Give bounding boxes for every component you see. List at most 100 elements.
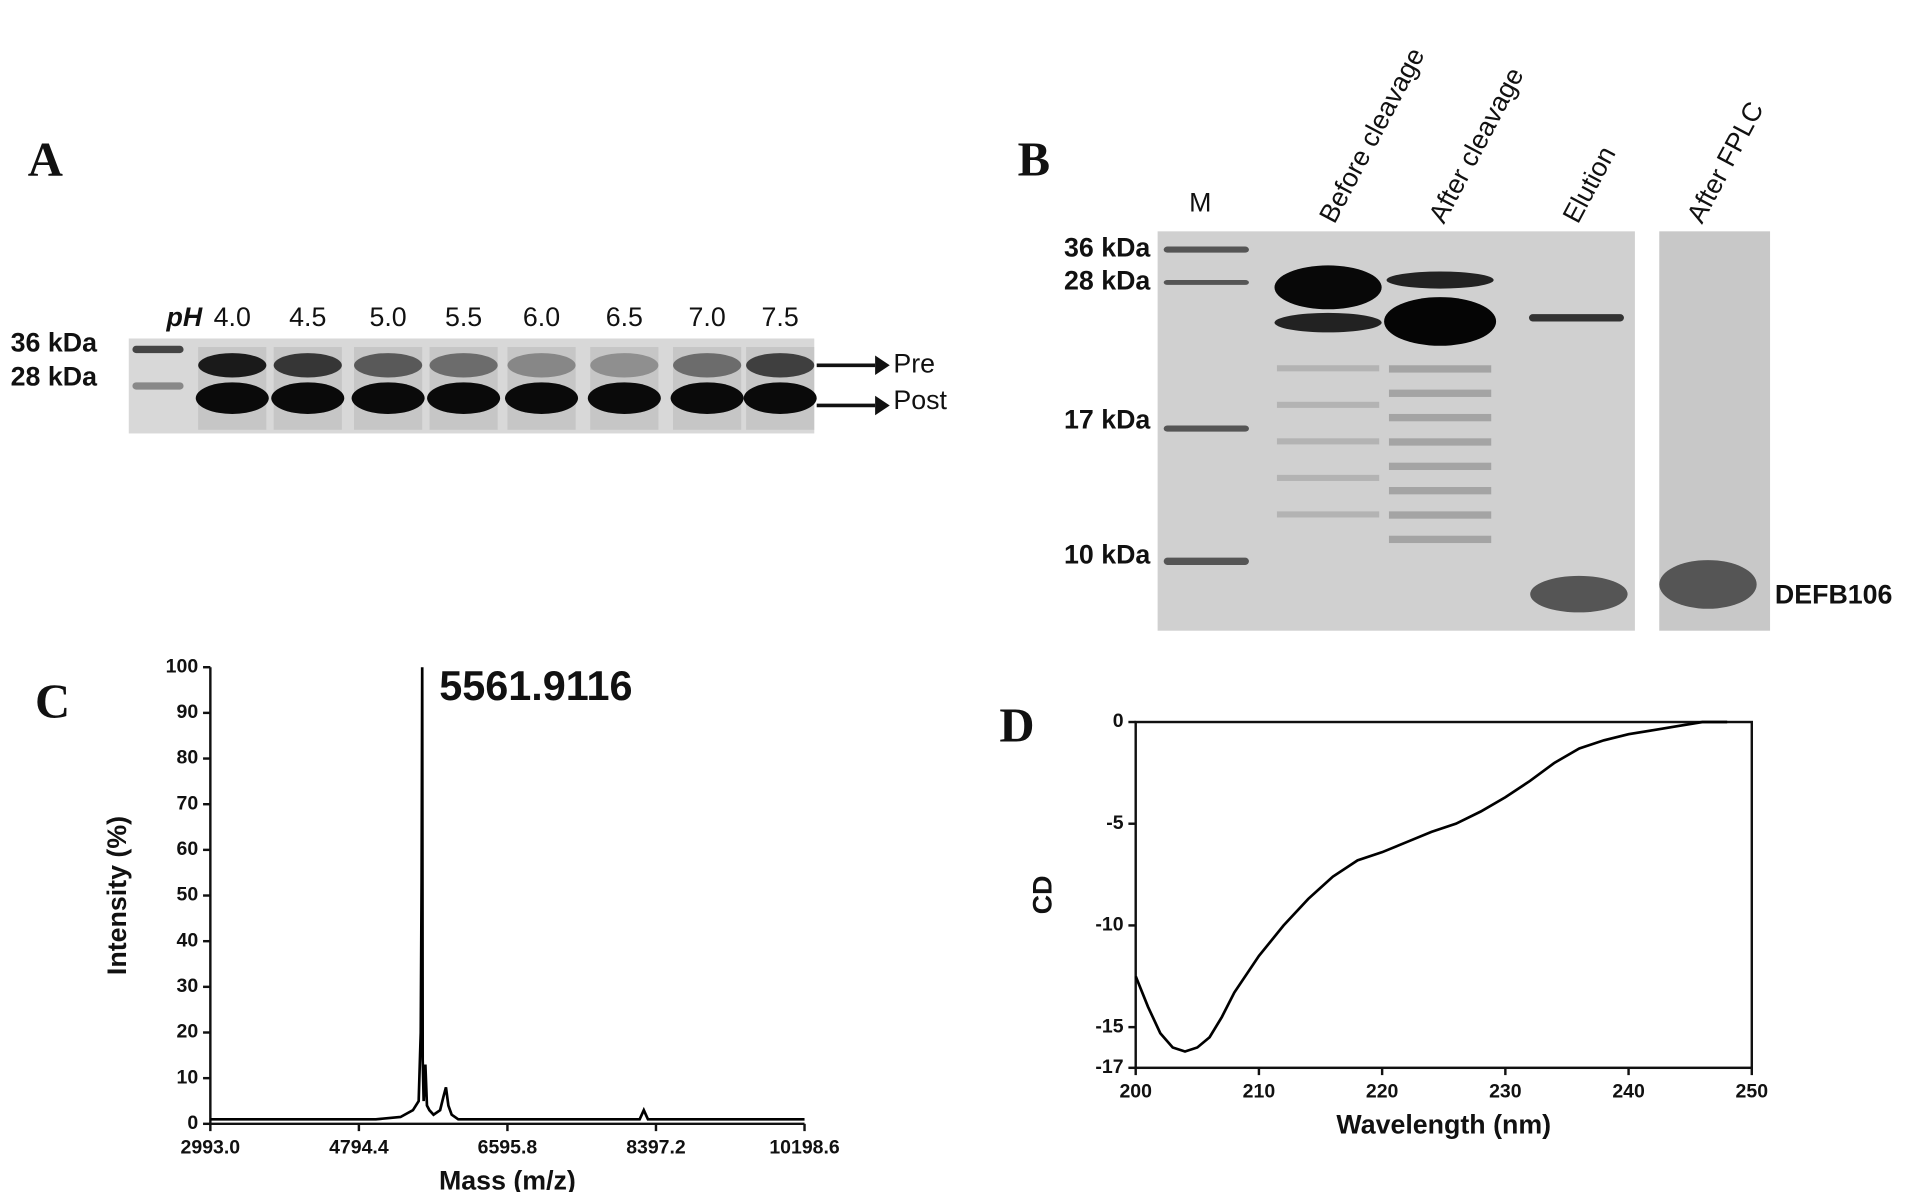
arrow-head: [875, 395, 890, 416]
lane-label: After cleavage: [1423, 63, 1530, 228]
y-tick-label: 40: [177, 929, 199, 951]
smear: [1388, 365, 1492, 373]
pre-band: [354, 353, 423, 378]
panel-label: D: [999, 699, 1034, 753]
y-axis-label: Intensity (%): [102, 816, 132, 975]
y-tick-label: -17: [1095, 1056, 1123, 1078]
band: [1659, 560, 1757, 609]
x-axis-label: Wavelength (nm): [1336, 1109, 1551, 1139]
marker-band: [1163, 246, 1249, 253]
lane-label: 4.5: [289, 302, 326, 332]
smear: [1388, 462, 1492, 470]
y-tick-label: 0: [1113, 710, 1124, 732]
pre-band: [746, 353, 815, 378]
band: [1274, 312, 1382, 333]
smear: [1388, 487, 1492, 495]
lane-label: 7.5: [762, 302, 799, 332]
y-tick-label: -5: [1106, 812, 1123, 834]
panel-label: B: [1018, 133, 1050, 187]
lane-label: 5.0: [370, 302, 407, 332]
lane-label: 7.0: [689, 302, 726, 332]
marker-label: 36 kDa: [11, 328, 98, 358]
y-tick-label: 90: [177, 701, 199, 723]
annotation: 5561.9116: [439, 663, 632, 709]
arrow-head: [875, 355, 890, 376]
lane-label: Elution: [1557, 141, 1622, 227]
marker-band: [132, 345, 184, 354]
lane-label: After FPLC: [1681, 97, 1770, 228]
y-tick-label: 0: [187, 1112, 198, 1134]
x-tick-label: 6595.8: [478, 1136, 538, 1158]
smear: [1388, 535, 1492, 544]
gel-b-bands: [1163, 246, 1757, 613]
y-tick-label: 100: [166, 655, 199, 677]
lane-label: Before cleavage: [1313, 43, 1430, 228]
panel-label: A: [28, 133, 63, 187]
x-tick-label: 250: [1736, 1080, 1769, 1102]
smear: [1276, 365, 1380, 372]
smear: [1276, 401, 1380, 408]
x-tick-label: 210: [1243, 1080, 1276, 1102]
y-tick-label: 10: [177, 1066, 199, 1088]
post-band: [670, 382, 744, 414]
smear: [1276, 438, 1380, 445]
marker-label: 36 kDa: [1064, 233, 1151, 263]
pre-band: [590, 353, 659, 378]
y-tick-label: 60: [177, 838, 199, 860]
gel-a-bands: [132, 345, 817, 430]
marker-band: [132, 382, 184, 390]
post-band: [587, 382, 661, 414]
y-axis-label: CD: [1027, 876, 1057, 915]
charts: 0 10 20 30 40 50 60 70 80 90 100 2993.0 4794.4 6595.8…: [35, 655, 1768, 1192]
band-label: Pre: [893, 348, 935, 378]
x-tick-label: 200: [1119, 1080, 1152, 1102]
post-band: [351, 382, 425, 414]
y-tick-label: 30: [177, 975, 199, 997]
data-line: [1134, 720, 1728, 1053]
panel-label: C: [35, 674, 70, 728]
post-band: [504, 382, 579, 414]
band: [1528, 314, 1624, 322]
marker-band: [1163, 557, 1249, 565]
smear: [1388, 389, 1492, 397]
marker-band: [1163, 425, 1249, 432]
x-tick-label: 240: [1612, 1080, 1645, 1102]
smear: [1388, 438, 1492, 446]
pre-band: [429, 353, 498, 378]
x-tick-label: 8397.2: [626, 1136, 686, 1158]
band: [1386, 271, 1494, 289]
marker-label: 10 kDa: [1064, 540, 1151, 570]
pre-band: [507, 353, 576, 378]
y-tick-label: -10: [1095, 914, 1123, 936]
lane-label: M: [1189, 188, 1211, 218]
band-label: Post: [893, 385, 947, 415]
lane-labels: 4.0 4.5 5.0 5.5 6.0 6.5 7.0 7.5: [214, 302, 799, 332]
marker-label: 28 kDa: [1064, 266, 1151, 296]
x-tick-label: 2993.0: [181, 1136, 241, 1158]
post-band: [195, 382, 269, 414]
post-band: [743, 382, 817, 414]
band-label: DEFB106: [1775, 580, 1893, 610]
x-tick-label: 220: [1366, 1080, 1399, 1102]
marker-band: [1163, 280, 1249, 285]
post-band: [271, 382, 345, 414]
y-tick-label: -15: [1095, 1015, 1123, 1037]
band: [1384, 297, 1497, 346]
y-tick-label: 20: [177, 1021, 199, 1043]
lane-label: 6.0: [523, 302, 560, 332]
band: [1530, 575, 1628, 613]
x-tick-label: 4794.4: [329, 1136, 389, 1158]
marker-label: 17 kDa: [1064, 404, 1151, 434]
x-tick-label: 230: [1489, 1080, 1522, 1102]
smear: [1388, 413, 1492, 422]
smear: [1388, 511, 1492, 519]
x-axis-label: Mass (m/z): [439, 1165, 576, 1192]
pre-band: [273, 353, 342, 378]
y-tick-label: 50: [177, 884, 199, 906]
smear: [1276, 474, 1380, 481]
lane-label: 5.5: [445, 302, 482, 332]
smear: [1276, 511, 1380, 518]
marker-label: 28 kDa: [11, 362, 98, 392]
